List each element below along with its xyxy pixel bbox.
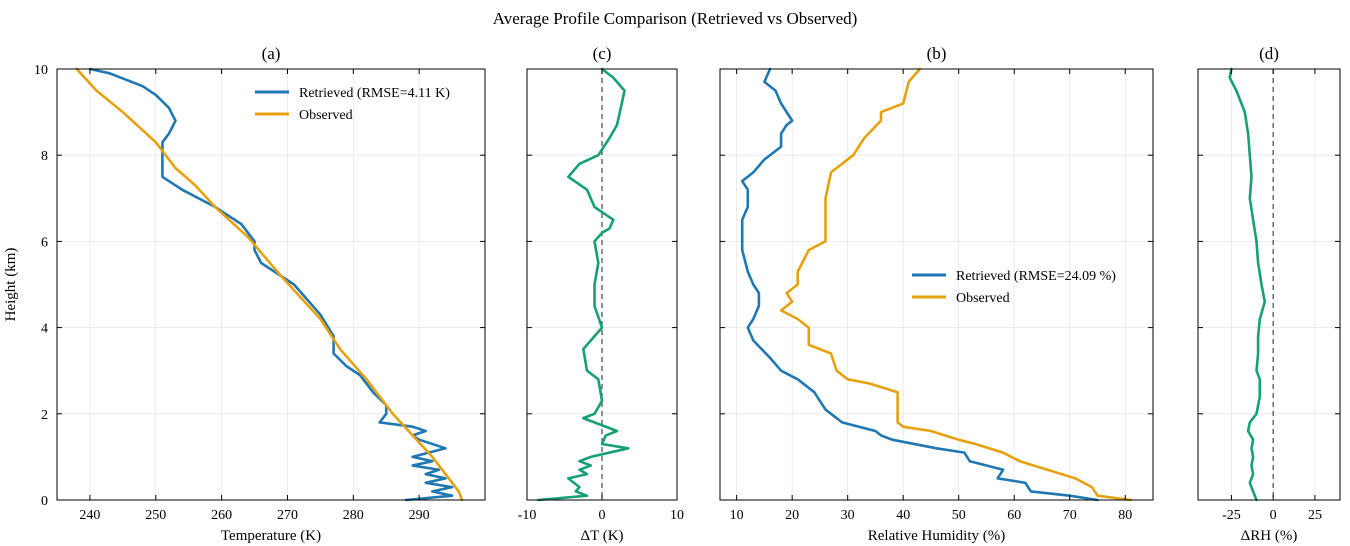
x-axis-label: ΔT (K) bbox=[580, 528, 623, 544]
series-line-difference bbox=[537, 67, 630, 502]
series-line-difference bbox=[1228, 67, 1267, 502]
legend-label: Retrieved (RMSE=4.11 K) bbox=[299, 86, 450, 101]
figure-title: Average Profile Comparison (Retrieved vs… bbox=[493, 9, 858, 28]
x-tick-label: 280 bbox=[343, 508, 364, 523]
panels: 240 250 260 270 280 2900246810(a)Temperature … bbox=[3, 44, 1341, 544]
legend-label: Retrieved (RMSE=24.09 %) bbox=[956, 269, 1116, 284]
y-tick-label: 6 bbox=[41, 235, 48, 250]
x-tick-label: 10 bbox=[670, 508, 684, 523]
series-line-retrieved bbox=[740, 67, 1099, 502]
panel-d: -25 0 25 (d) ΔRH (%) bbox=[1197, 44, 1341, 544]
x-tick-label: 10 bbox=[730, 508, 744, 523]
panel-title: (c) bbox=[593, 44, 612, 63]
x-tick-label: 80 bbox=[1118, 508, 1132, 523]
series-line-observed bbox=[75, 67, 464, 502]
x-tick-label: 0 bbox=[1270, 508, 1277, 523]
x-tick-label: -10 bbox=[518, 508, 537, 523]
x-axis-label: Relative Humidity (%) bbox=[868, 528, 1005, 544]
y-tick-label: 10 bbox=[34, 63, 48, 78]
series-line-retrieved bbox=[88, 67, 454, 502]
y-axis-label: Height (km) bbox=[3, 248, 19, 322]
panel-c: -10 0 10 (c) ΔT (K) bbox=[518, 44, 684, 544]
x-tick-label: -25 bbox=[1222, 508, 1241, 523]
plot-frame bbox=[1197, 68, 1341, 501]
x-tick-label: 30 bbox=[841, 508, 855, 523]
x-tick-label: 70 bbox=[1063, 508, 1077, 523]
y-tick-label: 4 bbox=[41, 322, 48, 337]
series-line-observed bbox=[779, 67, 1133, 502]
legend-label: Observed bbox=[299, 108, 353, 123]
legend: Retrieved (RMSE=24.09 %) Observed bbox=[912, 269, 1116, 306]
x-tick-label: 260 bbox=[211, 508, 232, 523]
y-tick-label: 8 bbox=[41, 149, 48, 164]
x-tick-label: 25 bbox=[1308, 508, 1322, 523]
y-tick-label: 0 bbox=[41, 494, 48, 509]
x-tick-label: 60 bbox=[1007, 508, 1021, 523]
x-tick-label: 50 bbox=[952, 508, 966, 523]
panel-title: (b) bbox=[927, 44, 947, 63]
x-tick-label: 20 bbox=[785, 508, 799, 523]
legend: Retrieved (RMSE=4.11 K) Observed bbox=[255, 86, 450, 123]
x-axis-label: ΔRH (%) bbox=[1241, 528, 1298, 544]
panel-b: 10 20 30 40 50 60 70 80 (b) Relative Humidity (%)… bbox=[719, 44, 1154, 544]
plot-frame bbox=[719, 68, 1154, 501]
x-tick-label: 290 bbox=[409, 508, 430, 523]
x-tick-label: 270 bbox=[277, 508, 298, 523]
legend-label: Observed bbox=[956, 291, 1010, 306]
x-axis-label: Temperature (K) bbox=[221, 528, 321, 544]
panel-a: 240 250 260 270 280 290 0 2 4 6 8 10 (a) Temperature … bbox=[3, 44, 486, 544]
x-tick-label: 0 bbox=[599, 508, 606, 523]
y-tick-label: 2 bbox=[41, 408, 48, 423]
plot-frame bbox=[56, 68, 486, 501]
panel-title: (a) bbox=[262, 44, 281, 63]
x-tick-label: 250 bbox=[145, 508, 166, 523]
panel-title: (d) bbox=[1259, 44, 1279, 63]
x-tick-label: 40 bbox=[896, 508, 910, 523]
x-tick-label: 240 bbox=[79, 508, 100, 523]
